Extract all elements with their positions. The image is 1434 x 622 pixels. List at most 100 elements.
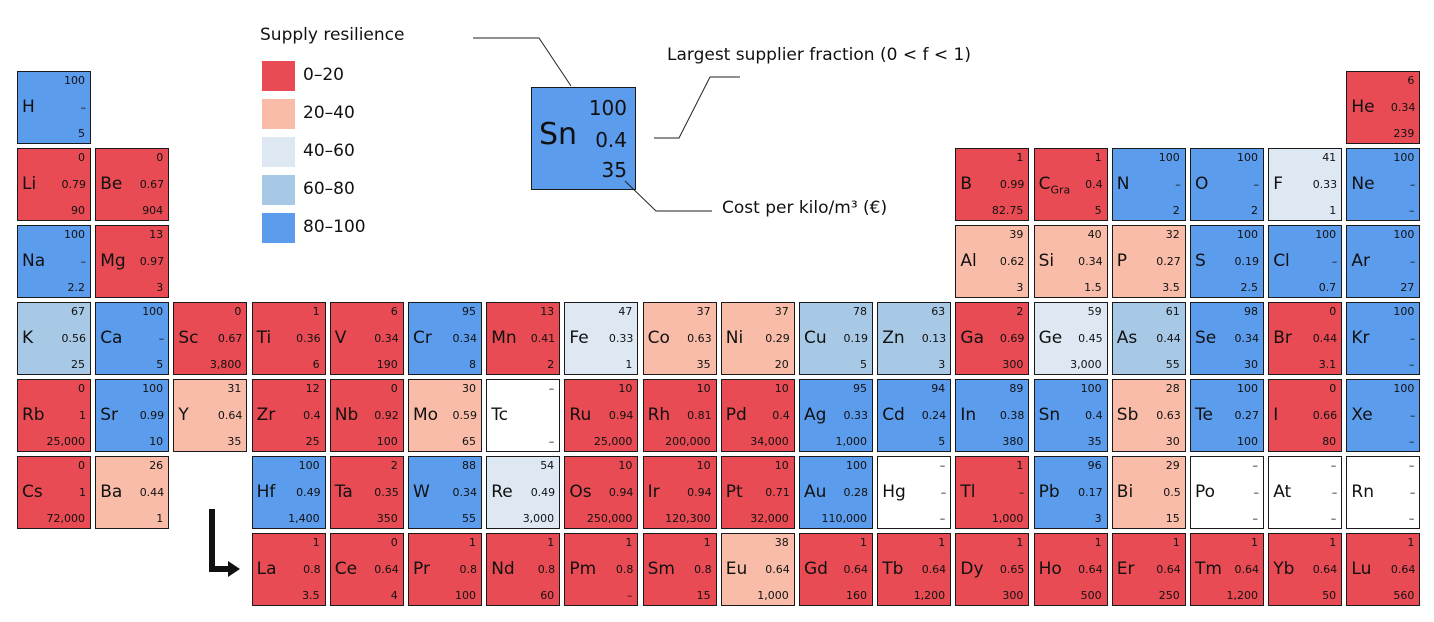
resilience-value: – bbox=[1252, 459, 1259, 472]
cost-value: 5 bbox=[1094, 204, 1102, 217]
element-cell-rn: – Rn – – bbox=[1346, 456, 1421, 529]
element-cell-ho: 1 Ho 0.64 500 bbox=[1033, 533, 1108, 606]
element-symbol: Po bbox=[1195, 482, 1216, 502]
element-cell-k: 67 K 0.56 25 bbox=[17, 302, 91, 375]
element-symbol: Er bbox=[1116, 559, 1135, 579]
element-symbol: Ba bbox=[100, 482, 123, 502]
cost-value: 2 bbox=[1251, 204, 1258, 217]
legend-item: 40–60 bbox=[262, 137, 432, 167]
element-cell-in: 89 In 0.38 380 bbox=[955, 379, 1030, 452]
cost-value: 120,300 bbox=[665, 512, 711, 525]
cost-value: 190 bbox=[376, 358, 398, 371]
element-symbol: Rb bbox=[22, 405, 45, 425]
resilience-value: 10 bbox=[696, 459, 711, 472]
element-symbol: Dy bbox=[960, 559, 984, 579]
resilience-value: 100 bbox=[1315, 228, 1337, 241]
element-cell-lu: 1 Lu 0.64 560 bbox=[1346, 533, 1421, 606]
cost-value: 80 bbox=[1322, 435, 1337, 448]
supplier-fraction-value: – bbox=[80, 255, 87, 268]
element-symbol: Ag bbox=[804, 405, 827, 425]
element-cell-v: 6 V 0.34 190 bbox=[329, 302, 404, 375]
element-cell-xe: 100 Xe – – bbox=[1346, 379, 1421, 452]
element-cell-tb: 1 Tb 0.64 1,200 bbox=[877, 533, 952, 606]
element-symbol: Be bbox=[100, 174, 123, 194]
resilience-value: 29 bbox=[1165, 459, 1180, 472]
cost-value: 35 bbox=[227, 435, 242, 448]
element-cell-na: 100 Na – 2.2 bbox=[17, 225, 91, 298]
element-cell-tc: – Tc – bbox=[486, 379, 561, 452]
element-cell-co: 37 Co 0.63 35 bbox=[642, 302, 717, 375]
cost-value: 25,000 bbox=[593, 435, 633, 448]
cost-value: 100 bbox=[455, 589, 476, 602]
element-symbol: Zr bbox=[256, 405, 276, 425]
cost-value: 100 bbox=[1237, 435, 1258, 448]
element-cell-c-gra: 1 CGra 0.4 5 bbox=[1033, 148, 1108, 221]
element-cell-ru: 10 Ru 0.94 25,000 bbox=[564, 379, 639, 452]
element-symbol: Li bbox=[22, 174, 37, 194]
element-cell-tl: 1 Tl – 1,000 bbox=[955, 456, 1030, 529]
cost-value: 5 bbox=[860, 358, 867, 371]
supplier-fraction-value: 0.8 bbox=[303, 563, 321, 576]
resilience-value: 1 bbox=[469, 536, 476, 549]
supplier-fraction-value: 0.4 bbox=[1085, 178, 1103, 191]
element-cell-te: 100 Te 0.27 100 bbox=[1190, 379, 1264, 452]
resilience-value: 2 bbox=[1016, 305, 1024, 318]
cost-value: 55 bbox=[1165, 358, 1180, 371]
resilience-value: 32 bbox=[1165, 228, 1180, 241]
element-cell-at: – At – – bbox=[1268, 456, 1343, 529]
resilience-value: 100 bbox=[142, 382, 164, 395]
resilience-value: 0 bbox=[78, 151, 85, 164]
supplier-fraction-value: 0.17 bbox=[1078, 486, 1103, 499]
element-symbol: Br bbox=[1273, 328, 1292, 348]
resilience-value: 1 bbox=[625, 536, 633, 549]
element-symbol: Eu bbox=[725, 559, 748, 579]
element-symbol: Au bbox=[804, 482, 827, 502]
resilience-value: 63 bbox=[931, 305, 946, 318]
resilience-leader-line bbox=[473, 37, 572, 87]
legend-title: Supply resilience bbox=[260, 25, 405, 45]
supplier-fraction-value: 1 bbox=[79, 486, 86, 499]
cost-annotation: Cost per kilo/m³ (€) bbox=[722, 198, 888, 218]
resilience-value: 1 bbox=[1016, 151, 1024, 164]
resilience-value: 1 bbox=[1016, 536, 1024, 549]
supplier-fraction-value: 0.45 bbox=[1078, 332, 1103, 345]
resilience-value: 30 bbox=[462, 382, 476, 395]
resilience-value: 41 bbox=[1322, 151, 1337, 164]
cost-value: 110,000 bbox=[821, 512, 868, 525]
supplier-fraction-value: – bbox=[1175, 178, 1181, 191]
resilience-value: – bbox=[548, 382, 555, 395]
supplier-fraction-value: 0.4 bbox=[1085, 409, 1103, 422]
element-cell-si: 40 Si 0.34 1.5 bbox=[1033, 225, 1108, 298]
resilience-value: 2 bbox=[390, 459, 398, 472]
element-symbol: Tm bbox=[1195, 559, 1222, 579]
cost-value: 82.75 bbox=[991, 204, 1024, 217]
cost-value: 30 bbox=[1165, 435, 1180, 448]
cost-value: 55 bbox=[462, 512, 476, 525]
resilience-value: 28 bbox=[1165, 382, 1180, 395]
cost-value: 2 bbox=[1172, 204, 1180, 217]
supplier-fraction-value: 0.64 bbox=[921, 563, 947, 576]
supplier-fraction-value: 0.66 bbox=[1312, 409, 1338, 422]
supplier-fraction-value: 0.64 bbox=[374, 563, 399, 576]
supplier-fraction-value: – bbox=[1409, 255, 1416, 268]
element-cell-cs: 0 Cs 1 72,000 bbox=[17, 456, 91, 529]
element-symbol: Bi bbox=[1116, 482, 1134, 502]
cost-value: – bbox=[1408, 435, 1415, 448]
supplier-fraction-value: – bbox=[1409, 178, 1416, 191]
element-cell-y: 31 Y 0.64 35 bbox=[173, 379, 248, 452]
element-symbol: Mg bbox=[100, 251, 126, 271]
supplier-fraction-value: 0.44 bbox=[139, 486, 165, 499]
element-symbol: Tc bbox=[491, 405, 509, 425]
resilience-value: 1 bbox=[312, 536, 320, 549]
supplier-fraction-value: 0.34 bbox=[1234, 332, 1260, 345]
cost-value: 6 bbox=[312, 358, 320, 371]
element-cell-as: 61 As 0.44 55 bbox=[1111, 302, 1186, 375]
lanthanide-arrow-icon bbox=[209, 509, 230, 572]
cost-value: 15 bbox=[1165, 512, 1180, 525]
cost-value: – bbox=[1330, 512, 1337, 525]
element-symbol: Ge bbox=[1038, 328, 1063, 348]
supplier-fraction-value: 0.35 bbox=[374, 486, 399, 499]
cost-value: 15 bbox=[696, 589, 711, 602]
supplier-fraction-value: 0.8 bbox=[694, 563, 712, 576]
supplier-fraction-value: 0.99 bbox=[139, 409, 165, 422]
